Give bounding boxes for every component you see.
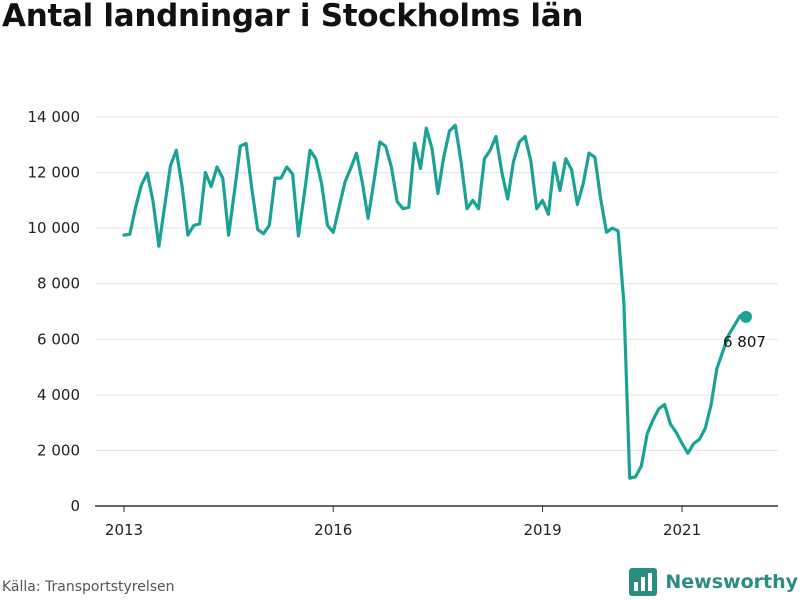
x-tick-label: 2019 [523, 521, 561, 539]
newsworthy-logo-icon [629, 568, 658, 596]
y-tick-label: 2 000 [37, 441, 80, 459]
y-tick-label: 0 [70, 497, 80, 515]
y-tick-label: 8 000 [37, 275, 80, 293]
series-line [122, 123, 748, 480]
chart-title: Antal landningar i Stockholms län [2, 0, 584, 34]
brand-name: Newsworthy [665, 571, 798, 593]
gridlines [95, 116, 778, 451]
source-note: Källa: Transportstyrelsen [2, 579, 175, 595]
x-tick-label: 2013 [105, 521, 143, 539]
y-tick-label: 14 000 [28, 108, 81, 126]
x-tick-label: 2021 [663, 521, 701, 539]
y-tick-label: 6 000 [37, 330, 80, 348]
y-tick-label: 10 000 [28, 219, 81, 237]
x-axis: 2013 2016 2019 2021 [95, 505, 778, 539]
series-layer: 6 807 [122, 123, 766, 480]
brand-logo: Newsworthy [629, 566, 798, 598]
y-tick-label: 4 000 [37, 386, 80, 404]
last-point-marker [740, 310, 752, 323]
last-value-label: 6 807 [723, 333, 766, 351]
y-tick-label: 12 000 [28, 164, 81, 182]
x-tick-label: 2016 [314, 521, 352, 539]
y-axis-ticks: 0 2 000 4 000 6 000 8 000 10 000 12 000 14 000 [28, 108, 81, 515]
